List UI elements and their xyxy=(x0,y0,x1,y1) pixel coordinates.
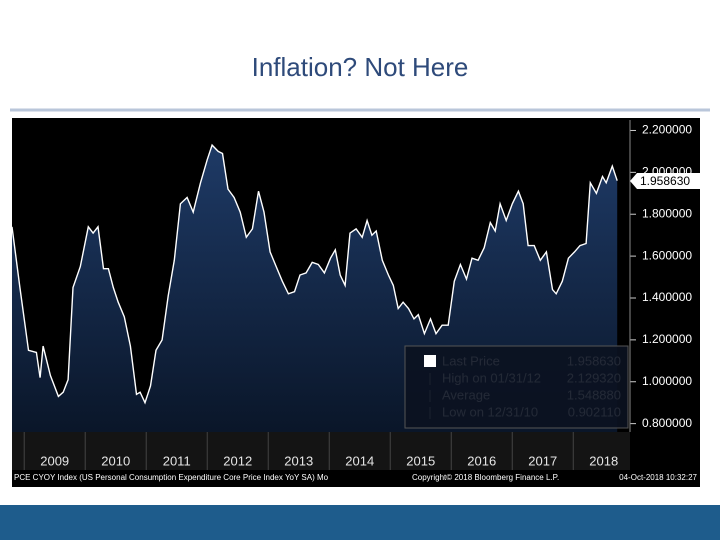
y-tick-label: 1.600000 xyxy=(642,248,692,262)
x-tick-label: 2011 xyxy=(163,453,191,468)
y-tick-label: 1.000000 xyxy=(642,374,692,388)
x-tick-label: 2016 xyxy=(467,453,496,468)
x-tick-label: 2009 xyxy=(40,453,69,468)
y-tick-label: 2.200000 xyxy=(642,123,692,137)
x-tick-label: 2013 xyxy=(284,453,313,468)
x-tick-label: 2012 xyxy=(223,453,252,468)
y-tick-label: 1.400000 xyxy=(642,290,692,304)
y-tick-label: 1.800000 xyxy=(642,206,692,220)
slide-title: Inflation? Not Here xyxy=(252,52,469,82)
legend-swatch xyxy=(424,355,436,367)
line xyxy=(11,143,618,405)
legend-box xyxy=(404,345,629,429)
last-price-label: 1.958630 xyxy=(640,174,690,188)
copyright: Copyright© 2018 Bloomberg Finance L.P. xyxy=(412,473,559,482)
x-tick-label: 2010 xyxy=(101,453,130,468)
x-tick-label: 2014 xyxy=(345,453,374,468)
timestamp: 04-Oct-2018 10:32:27 xyxy=(619,473,697,482)
x-tick-label: 2015 xyxy=(406,453,435,468)
x-tick-label: 2018 xyxy=(589,453,618,468)
last-price-tag xyxy=(630,173,700,190)
x-tick-label: 2017 xyxy=(528,453,557,468)
x-axis-band xyxy=(12,432,630,470)
footer-band xyxy=(0,505,720,540)
y-tick-label: 0.800000 xyxy=(642,416,692,430)
y-tick-label: 1.200000 xyxy=(642,332,692,346)
series-name: PCE CYOY Index (US Personal Consumption … xyxy=(14,473,329,482)
